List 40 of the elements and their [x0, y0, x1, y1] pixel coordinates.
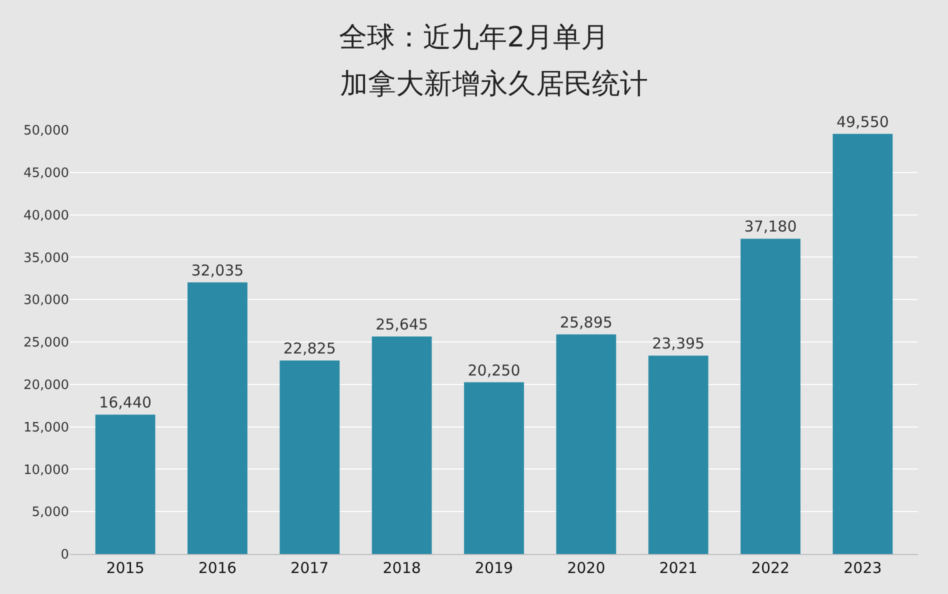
data-label: 22,825 [283, 339, 336, 358]
bar [372, 336, 432, 554]
bar [464, 382, 524, 554]
y-tick-label: 0 [60, 548, 69, 563]
x-tick-label: 2023 [844, 559, 882, 577]
bar [95, 414, 156, 554]
x-tick-label: 2017 [290, 559, 329, 577]
x-tick-label: 2016 [198, 559, 237, 577]
data-label: 16,440 [99, 394, 152, 412]
data-label: 25,895 [560, 313, 612, 332]
x-tick-label: 2019 [474, 559, 514, 577]
y-tick-label: 35,000 [24, 250, 69, 266]
y-tick-label: 30,000 [24, 293, 69, 308]
data-label: 23,395 [652, 334, 705, 353]
y-tick-label: 50,000 [24, 124, 69, 139]
x-tick-label: 2021 [659, 559, 698, 577]
bar [188, 282, 248, 554]
y-tick-label: 15,000 [24, 420, 69, 436]
y-tick-label: 10,000 [24, 462, 69, 478]
data-label: 25,645 [376, 316, 428, 334]
data-label: 37,180 [744, 218, 797, 236]
y-tick-label: 5,000 [32, 505, 69, 520]
data-label: 20,250 [468, 361, 520, 380]
x-tick-label: 2015 [106, 559, 144, 577]
bar [648, 356, 708, 554]
bar [280, 360, 340, 554]
y-tick-label: 20,000 [24, 378, 69, 393]
y-tick-label: 45,000 [24, 166, 69, 181]
bar [832, 134, 893, 554]
x-tick-label: 2020 [567, 559, 606, 577]
x-tick-label: 2018 [382, 559, 421, 577]
y-tick-label: 25,000 [24, 336, 69, 351]
y-tick-label: 40,000 [24, 208, 69, 224]
chart-subtitle: 加拿大新增永久居民统计 [340, 67, 648, 100]
bar [740, 238, 800, 554]
x-tick-label: 2022 [751, 559, 790, 577]
data-label: 49,550 [836, 112, 889, 131]
data-label: 32,035 [191, 261, 244, 280]
chart-title: 全球：近九年2月单月 [339, 20, 609, 54]
bar [556, 334, 616, 554]
